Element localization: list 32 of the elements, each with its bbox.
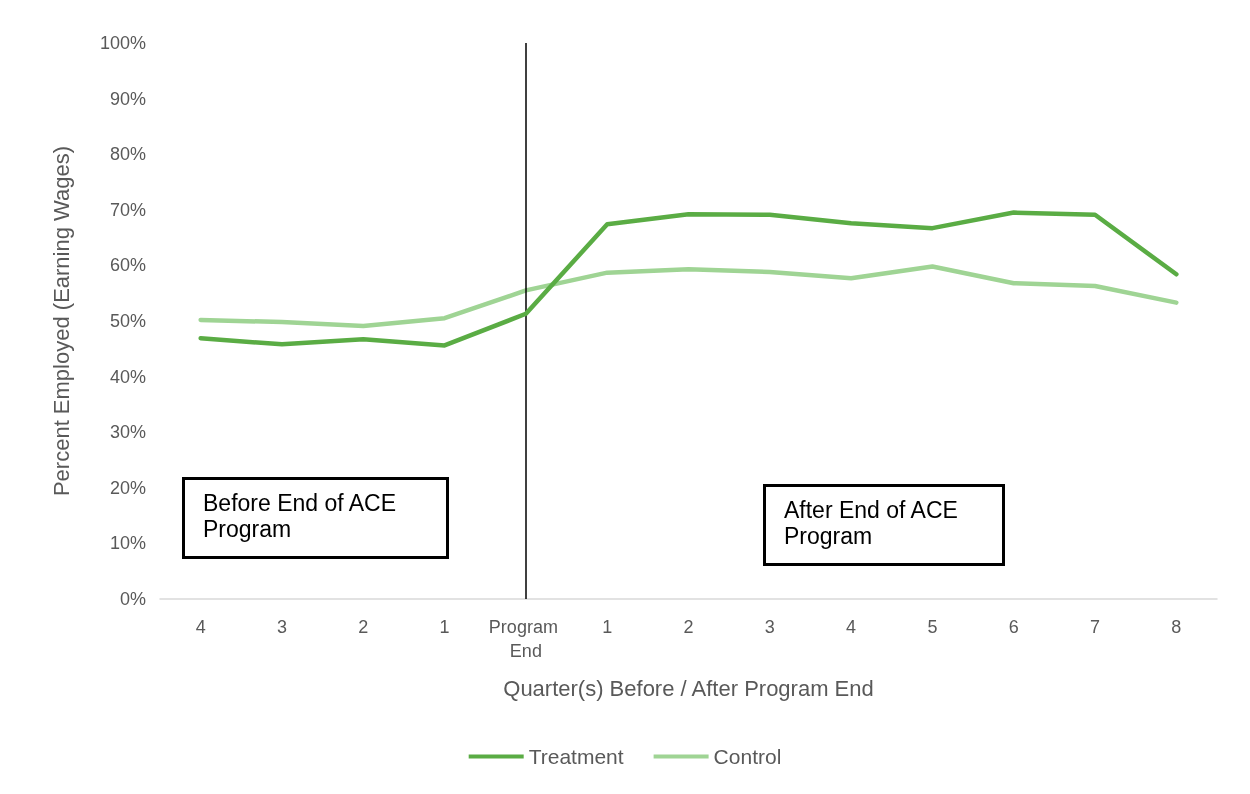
y-tick-label: 10%: [109, 533, 146, 554]
y-tick-label: 20%: [109, 477, 146, 498]
x-tick-label: 6: [1008, 617, 1019, 637]
y-tick-label: 50%: [109, 311, 146, 331]
x-tick-label: 2: [358, 617, 369, 637]
x-tick-label: 7: [1090, 617, 1101, 637]
x-axis-title: Quarter(s) Before / After Program End: [503, 675, 874, 701]
x-tick-label: 3: [276, 617, 287, 637]
legend-label: Treatment: [528, 745, 624, 768]
y-tick-label: 40%: [109, 366, 146, 387]
y-tick-label: 30%: [109, 422, 146, 443]
y-tick-label: 100%: [99, 33, 146, 53]
text-box: Before End of ACE Program: [182, 477, 449, 559]
y-tick-label: 90%: [109, 88, 146, 109]
x-tick-label: 1: [602, 617, 613, 637]
y-tick-label: 80%: [109, 144, 146, 165]
x-tick-label: 1: [439, 617, 450, 637]
legend-label: Control: [713, 745, 782, 768]
x-tick-label: 2: [683, 617, 694, 637]
y-axis-title: Percent Employed (Earning Wages): [48, 145, 74, 497]
x-tick-label: Program End: [488, 617, 563, 661]
x-tick-label: 3: [764, 617, 775, 637]
y-tick-label: 60%: [109, 255, 146, 276]
x-tick-label: 8: [1171, 617, 1182, 637]
y-tick-label: 0%: [119, 589, 146, 609]
line-series: [198, 210, 1179, 348]
x-tick-label: 5: [927, 617, 938, 637]
text-box: After End of ACE Program: [763, 484, 1005, 566]
y-tick-label: 70%: [109, 199, 146, 220]
x-tick-label: 4: [846, 617, 857, 637]
line-series: [198, 264, 1179, 329]
x-tick-label: 4: [195, 617, 206, 637]
